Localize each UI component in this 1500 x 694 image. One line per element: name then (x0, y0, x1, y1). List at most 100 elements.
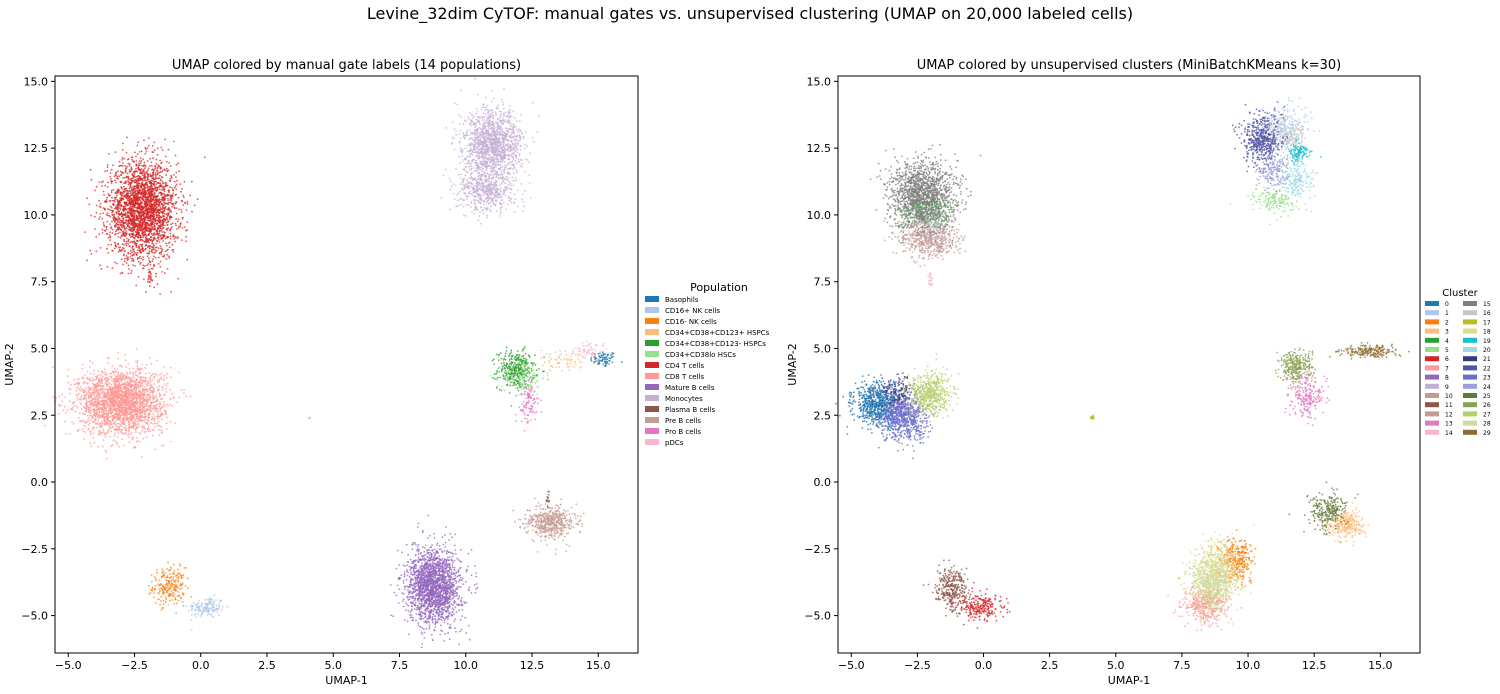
point (510, 357, 513, 360)
point (66, 409, 69, 411)
point (104, 170, 106, 173)
point (95, 235, 98, 238)
point (99, 246, 102, 249)
point (175, 176, 177, 179)
point (144, 420, 147, 423)
point (120, 250, 122, 253)
point (216, 608, 219, 610)
point (226, 605, 229, 608)
point (157, 389, 160, 392)
point (111, 214, 114, 216)
point (132, 245, 134, 248)
point (64, 405, 66, 408)
point (609, 357, 612, 360)
point (135, 155, 137, 158)
point (155, 162, 158, 165)
point (177, 277, 180, 280)
point (213, 593, 216, 596)
point (218, 614, 221, 616)
point (523, 374, 525, 377)
point (57, 412, 60, 415)
point (109, 172, 112, 175)
point (122, 142, 124, 145)
point (172, 578, 175, 580)
point (162, 186, 165, 189)
point (171, 243, 174, 246)
point (121, 243, 124, 246)
point (130, 207, 133, 210)
point (114, 224, 116, 227)
point (493, 363, 495, 365)
point (175, 207, 178, 210)
point (91, 428, 94, 431)
point (156, 200, 159, 203)
point (136, 144, 139, 147)
point (101, 379, 104, 382)
point (164, 413, 167, 416)
point (175, 183, 178, 186)
point (166, 236, 169, 239)
point (151, 251, 154, 254)
point (175, 602, 178, 605)
point (106, 265, 109, 268)
point (178, 594, 181, 597)
point (176, 573, 179, 576)
point (102, 221, 105, 224)
point (128, 187, 131, 190)
point (152, 188, 155, 191)
point (174, 222, 177, 225)
point (171, 226, 173, 229)
point (178, 563, 181, 566)
point (120, 211, 123, 214)
point (581, 355, 584, 358)
point (85, 387, 87, 390)
point (105, 228, 108, 231)
point (558, 366, 560, 369)
point (179, 183, 182, 186)
point (88, 427, 90, 429)
point (78, 388, 81, 391)
point (495, 373, 498, 375)
point (167, 194, 170, 197)
point (158, 231, 161, 233)
point (176, 595, 179, 597)
point (145, 171, 148, 174)
point (144, 194, 147, 197)
point (155, 207, 158, 210)
point (175, 218, 178, 220)
point (155, 180, 158, 183)
point (159, 211, 162, 214)
point (174, 598, 177, 601)
point (169, 568, 172, 571)
point (129, 192, 132, 195)
point (124, 182, 127, 185)
point (135, 348, 138, 350)
point (130, 227, 132, 230)
point (535, 369, 538, 372)
point (170, 579, 173, 582)
point (577, 357, 580, 360)
point (543, 361, 546, 364)
point (149, 245, 151, 247)
point (133, 210, 136, 212)
point (192, 601, 195, 604)
point (167, 189, 170, 192)
point (168, 218, 171, 221)
point (141, 164, 143, 167)
point (518, 353, 521, 356)
point (192, 604, 194, 607)
point (101, 232, 104, 234)
point (144, 244, 147, 247)
point (604, 353, 607, 355)
point (71, 406, 74, 409)
point (536, 393, 539, 395)
point (212, 616, 215, 618)
point (189, 604, 192, 607)
point (110, 226, 113, 228)
point (157, 233, 159, 236)
point (174, 422, 177, 425)
point (126, 204, 129, 207)
point (160, 600, 162, 602)
point (158, 405, 161, 408)
point (207, 611, 210, 614)
